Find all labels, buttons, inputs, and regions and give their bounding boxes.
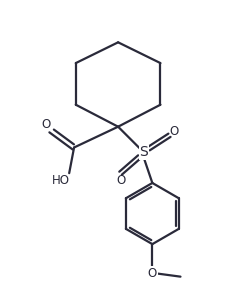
Text: S: S: [139, 145, 148, 159]
Text: O: O: [42, 119, 51, 132]
Text: O: O: [169, 125, 179, 138]
Text: O: O: [148, 267, 157, 280]
Text: O: O: [116, 173, 125, 186]
Text: HO: HO: [52, 173, 70, 186]
